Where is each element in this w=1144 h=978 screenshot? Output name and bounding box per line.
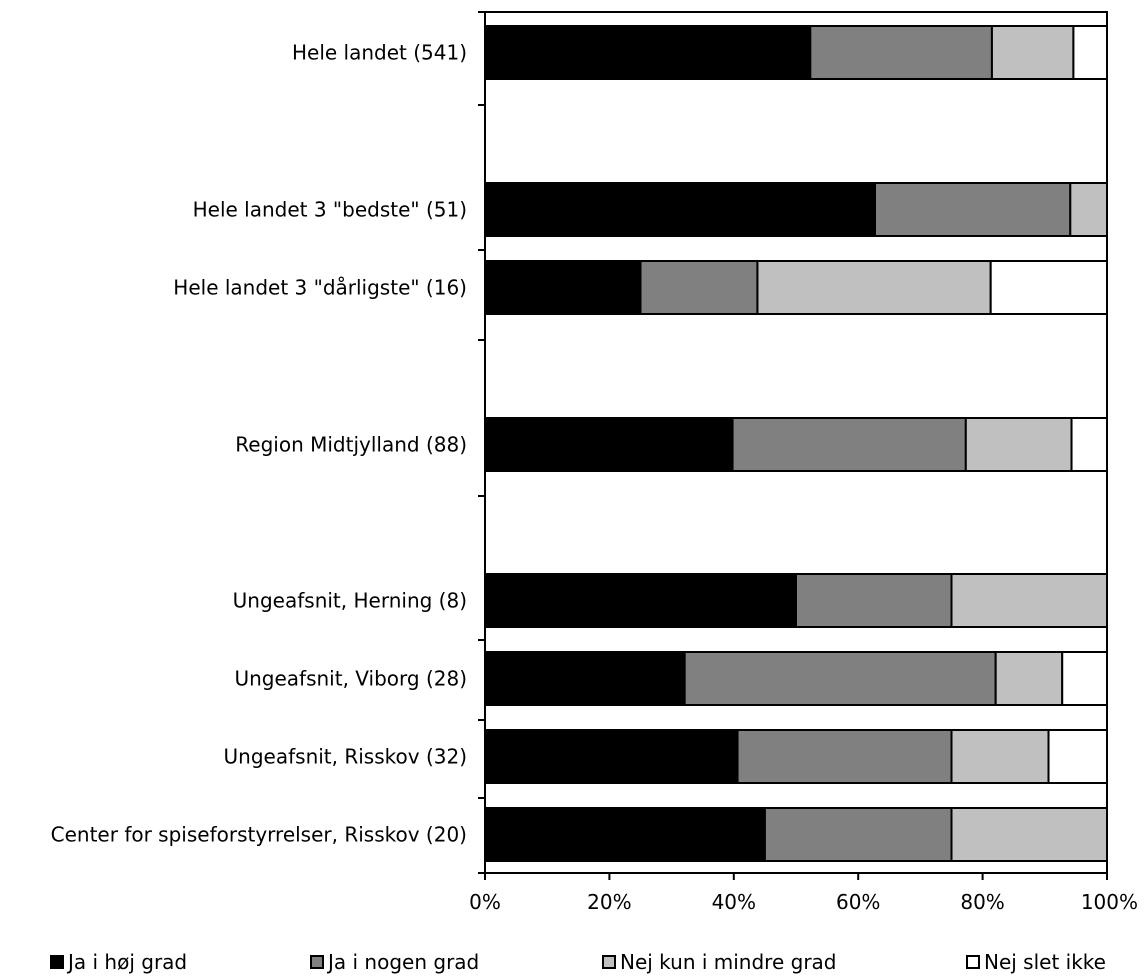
bar-segment <box>763 807 953 862</box>
category-label: Ungeafsnit, Risskov (32) <box>224 745 467 769</box>
bar-segment <box>950 729 1050 784</box>
x-tick-label: 80% <box>960 890 1004 914</box>
legend-item-nej-slet-ikke: Nej slet ikke <box>966 950 1106 974</box>
bar-segment <box>484 417 734 472</box>
x-tick-label: 20% <box>587 890 631 914</box>
stacked-bar-chart: Hele landet (541) Hele landet 3 "bedste" … <box>51 11 1138 914</box>
bar-segment <box>484 573 797 628</box>
bar-segment <box>989 260 1108 315</box>
bar-segment <box>731 417 967 472</box>
bar-segment <box>484 729 739 784</box>
legend-label: Nej slet ikke <box>984 950 1106 974</box>
x-tick-label: 40% <box>712 890 756 914</box>
bar-segment <box>484 182 876 237</box>
legend-item-nej-kun-i-mindre-grad: Nej kun i mindre grad <box>602 950 837 974</box>
bar-segment <box>484 260 642 315</box>
x-tick-label: 0% <box>469 890 501 914</box>
legend-item-ja-i-nogen-grad: Ja i nogen grad <box>310 950 479 974</box>
x-tick-label: 100% <box>1081 890 1138 914</box>
bar-segment <box>1070 417 1109 472</box>
category-label: Ungeafsnit, Viborg (28) <box>234 667 467 691</box>
bar-segment <box>639 260 759 315</box>
bar-segment <box>1047 729 1108 784</box>
category-label: Region Midtjylland (88) <box>235 433 467 457</box>
bar-segment <box>809 25 993 80</box>
legend-item-ja-i-hoej-grad: Ja i høj grad <box>50 950 187 974</box>
category-label: Center for spiseforstyrrelser, Risskov (… <box>51 823 467 847</box>
category-label: Hele landet 3 "bedste" (51) <box>193 198 467 222</box>
bar-segment <box>964 417 1073 472</box>
legend-swatch-light-gray <box>602 955 616 969</box>
bar-segment <box>683 651 997 706</box>
category-label: Hele landet (541) <box>292 41 467 65</box>
bar-segment <box>484 807 766 862</box>
bar-segment <box>994 651 1064 706</box>
bar-segment <box>736 729 953 784</box>
bar-segment <box>795 573 953 628</box>
category-label: Hele landet 3 "dårligste" (16) <box>173 276 467 300</box>
bar-segment <box>484 651 686 706</box>
legend-label: Nej kun i mindre grad <box>620 950 837 974</box>
legend-label: Ja i høj grad <box>68 950 188 974</box>
bar-segment <box>484 25 812 80</box>
bar-segment <box>1061 651 1108 706</box>
bar-segment <box>1072 25 1108 80</box>
category-label: Ungeafsnit, Herning (8) <box>233 589 467 613</box>
bar-segment <box>756 260 992 315</box>
bar-segment <box>950 573 1108 628</box>
legend-swatch-dark-gray <box>310 955 324 969</box>
legend-swatch-black <box>50 955 64 969</box>
legend-label: Ja i nogen grad <box>328 950 480 974</box>
legend-swatch-white <box>966 955 980 969</box>
bar-segment <box>950 807 1108 862</box>
bar-segment <box>1069 182 1109 237</box>
legend: Ja i høj grad Ja i nogen grad Nej kun i … <box>0 950 1144 978</box>
x-tick-label: 60% <box>836 890 880 914</box>
bar-segment <box>990 25 1075 80</box>
bar-segment <box>873 182 1072 237</box>
